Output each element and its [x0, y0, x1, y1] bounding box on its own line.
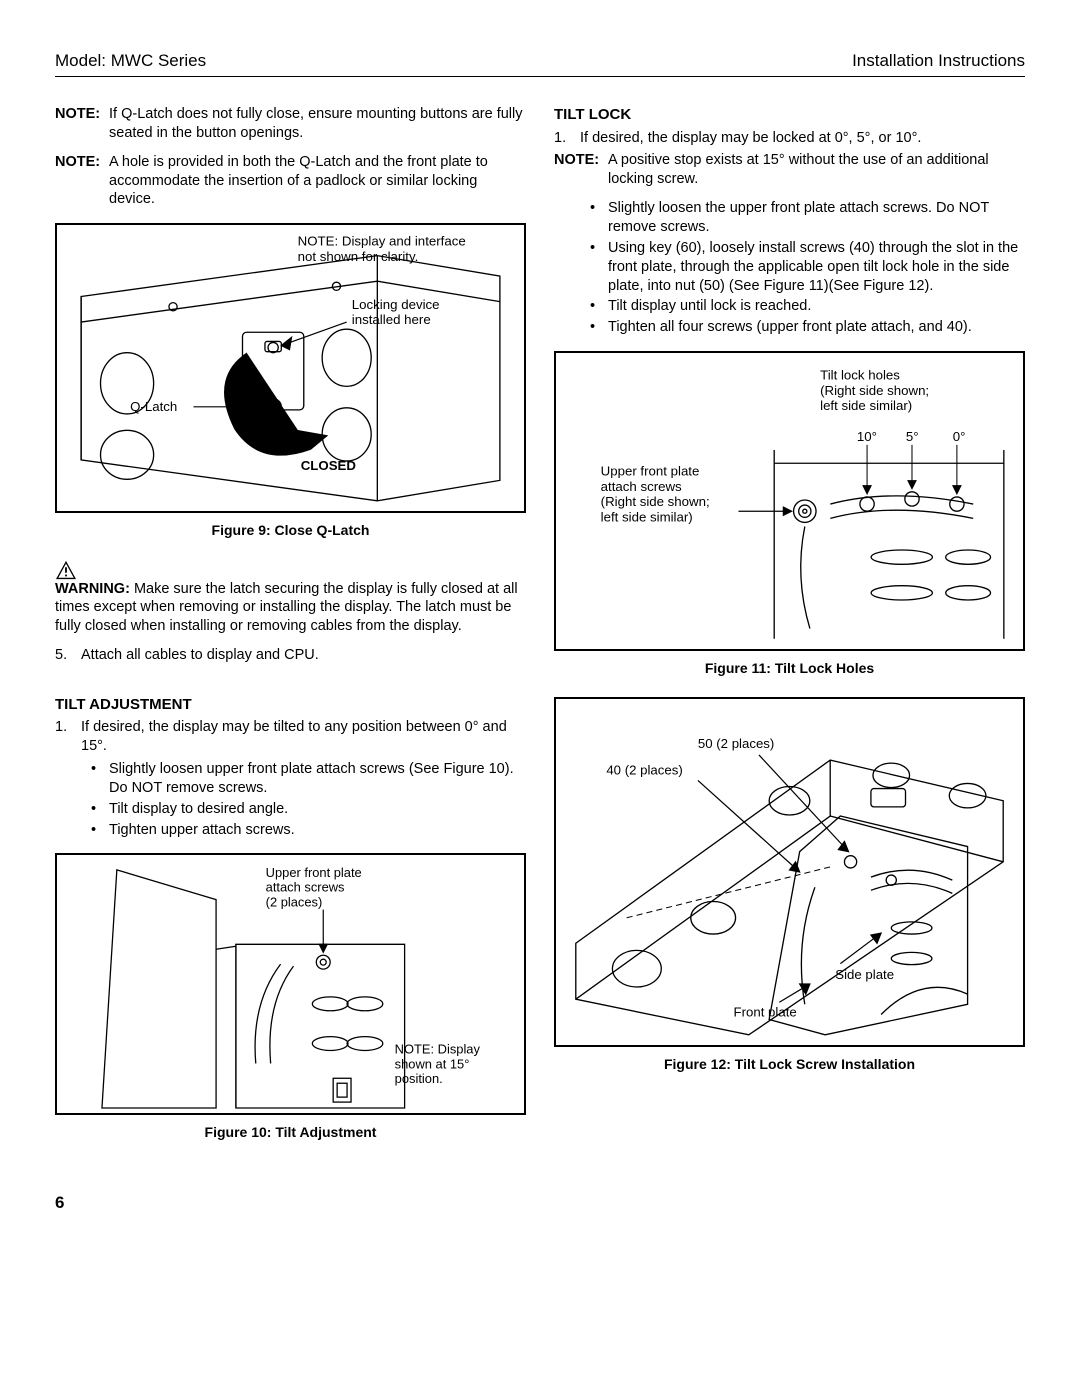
figure-10-svg: Upper front plateattach screws(2 places)… [57, 855, 524, 1113]
figure-12-caption: Figure 12: Tilt Lock Screw Installation [554, 1055, 1025, 1073]
header-model: Model: MWC Series [55, 50, 206, 72]
step-number: 1. [55, 718, 81, 756]
step-text: If desired, the display may be tilted to… [81, 718, 526, 756]
step-number: 5. [55, 646, 81, 665]
note-text: A positive stop exists at 15° without th… [608, 151, 1025, 189]
fig10-label-screws: Upper front plateattach screws(2 places) [266, 865, 362, 910]
fig11-screws-label: Upper front plate attach screws (Right s… [601, 464, 714, 525]
bullet-item: Tighten all four screws (upper front pla… [590, 318, 1025, 337]
note-text: If Q-Latch does not fully close, ensure … [109, 105, 526, 143]
figure-11-box: Tilt lock holes (Right side shown; left … [554, 351, 1025, 651]
tilt-lock-bullets: Slightly loosen the upper front plate at… [590, 199, 1025, 337]
warning-icon [55, 560, 77, 580]
figure-10-caption: Figure 10: Tilt Adjustment [55, 1123, 526, 1141]
note-text: A hole is provided in both the Q-Latch a… [109, 153, 526, 210]
note-label: NOTE: [55, 105, 109, 143]
page-header: Model: MWC Series Installation Instructi… [55, 50, 1025, 77]
fig9-lock-label: Locking deviceinstalled here [352, 297, 440, 327]
step-text: Attach all cables to display and CPU. [81, 646, 319, 665]
note-label: NOTE: [55, 153, 109, 210]
fig9-qlatch-label: Q-Latch [130, 399, 177, 414]
fig12-label-50: 50 (2 places) [698, 736, 774, 751]
fig9-note-top: NOTE: Display and interfacenot shown for… [298, 234, 466, 264]
warning-text: WARNING: Make sure the latch securing th… [55, 580, 526, 637]
left-column: NOTE: If Q-Latch does not fully close, e… [55, 105, 526, 1162]
step-number: 1. [554, 129, 580, 148]
bullet-item: Tighten upper attach screws. [91, 821, 526, 840]
figure-12-box: 50 (2 places) 40 (2 places) Side plate F… [554, 697, 1025, 1047]
figure-12-svg: 50 (2 places) 40 (2 places) Side plate F… [556, 699, 1023, 1045]
section-tilt-adjustment: TILT ADJUSTMENT [55, 695, 526, 715]
tilt-lock-step1: 1. If desired, the display may be locked… [554, 129, 1025, 148]
header-doc-title: Installation Instructions [852, 50, 1025, 72]
fig12-label-40: 40 (2 places) [606, 763, 682, 778]
note-padlock-hole: NOTE: A hole is provided in both the Q-L… [55, 153, 526, 210]
section-tilt-lock: TILT LOCK [554, 105, 1025, 125]
note-qlatch-seat: NOTE: If Q-Latch does not fully close, e… [55, 105, 526, 143]
figure-10-box: Upper front plateattach screws(2 places)… [55, 853, 526, 1115]
page-number: 6 [55, 1192, 1025, 1214]
right-column: TILT LOCK 1. If desired, the display may… [554, 105, 1025, 1162]
fig9-closed-label: CLOSED [301, 458, 357, 473]
figure-9-caption: Figure 9: Close Q-Latch [55, 521, 526, 539]
tilt-adj-step1: 1. If desired, the display may be tilted… [55, 718, 526, 756]
bullet-item: Using key (60), loosely install screws (… [590, 239, 1025, 296]
fig10-label-note: NOTE: Displayshown at 15°position. [395, 1042, 481, 1087]
bullet-item: Slightly loosen upper front plate attach… [91, 760, 526, 798]
bullet-item: Tilt display until lock is reached. [590, 297, 1025, 316]
fig11-holes-label: Tilt lock holes (Right side shown; left … [820, 368, 933, 414]
figure-9-box: NOTE: Display and interfacenot shown for… [55, 223, 526, 513]
warning-latch [55, 560, 526, 580]
step-5: 5. Attach all cables to display and CPU. [55, 646, 526, 665]
fig11-deg0: 0° [953, 429, 966, 444]
note-label: NOTE: [554, 151, 608, 189]
bullet-item: Tilt display to desired angle. [91, 800, 526, 819]
step-text: If desired, the display may be locked at… [580, 129, 921, 148]
figure-11-caption: Figure 11: Tilt Lock Holes [554, 659, 1025, 677]
tilt-adj-bullets: Slightly loosen upper front plate attach… [91, 760, 526, 839]
fig12-label-front: Front plate [734, 1005, 797, 1020]
figure-11-svg: Tilt lock holes (Right side shown; left … [556, 353, 1023, 649]
fig11-deg5: 5° [906, 429, 919, 444]
note-positive-stop: NOTE: A positive stop exists at 15° with… [554, 151, 1025, 189]
figure-9-svg: NOTE: Display and interfacenot shown for… [57, 225, 524, 511]
fig12-label-side: Side plate [835, 967, 894, 982]
fig11-deg10: 10° [857, 429, 877, 444]
bullet-item: Slightly loosen the upper front plate at… [590, 199, 1025, 237]
